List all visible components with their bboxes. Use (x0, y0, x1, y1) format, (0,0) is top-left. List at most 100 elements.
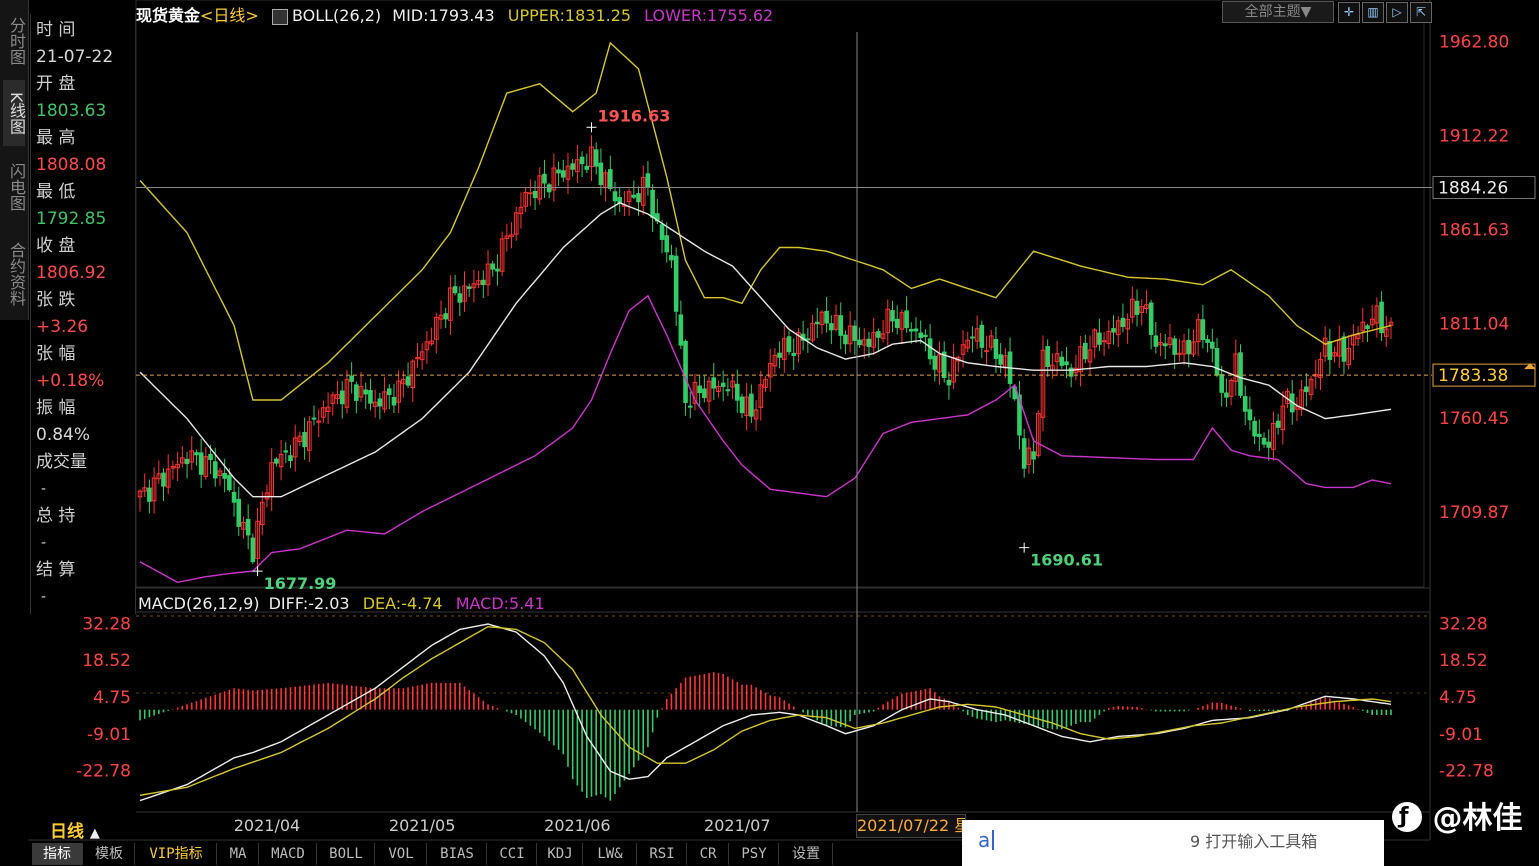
indicator-tab[interactable]: KDJ (538, 843, 583, 865)
candle-body (720, 382, 726, 387)
tab-flash[interactable]: 闪电图 (7, 163, 26, 211)
price-axis-label: 1811.04 (1439, 315, 1509, 335)
info-value: - (41, 589, 47, 605)
candle-body (998, 354, 1003, 365)
info-label: 收 盘 (36, 236, 76, 256)
candle-body (151, 477, 157, 502)
candle-body (1205, 339, 1210, 343)
candle-body (1228, 379, 1234, 397)
candle-body (734, 383, 740, 401)
candle-body (1115, 320, 1121, 336)
candle-body (894, 318, 900, 329)
candle-body (236, 498, 242, 527)
candle-body (297, 435, 303, 443)
candle-body (452, 286, 458, 294)
candle-body (1026, 447, 1032, 465)
candle-body (739, 396, 745, 414)
candle-body (283, 450, 289, 453)
candle-body (518, 206, 524, 215)
candle-body (758, 384, 764, 408)
candle-body (796, 332, 801, 355)
candle-body (584, 165, 590, 170)
candles (137, 135, 1394, 573)
indicator-tab[interactable]: 模板 (84, 843, 135, 865)
candle-body (466, 286, 472, 289)
candle-body (946, 379, 952, 386)
candle-body (1021, 438, 1027, 469)
candle-body (767, 363, 773, 378)
indicator-tab[interactable]: MA (218, 843, 259, 865)
candle-body (593, 149, 599, 167)
candle-body (513, 212, 519, 235)
candle-body (415, 356, 420, 360)
indicator-tab[interactable]: VIP指标 (136, 843, 217, 865)
candle-body (988, 335, 994, 348)
indicator-tab[interactable]: VOL (376, 843, 427, 865)
play-icon[interactable]: ▷ (1386, 2, 1408, 23)
candle-body (970, 336, 975, 339)
indicator-tab[interactable]: BOLL (318, 843, 375, 865)
indicator-tab[interactable]: RSI (638, 843, 687, 865)
candle-body (1139, 306, 1145, 313)
info-label: 最 高 (36, 128, 76, 148)
bar-chart-icon[interactable]: ▥ (1362, 2, 1384, 23)
tab-contract-info[interactable]: 合约资料 (7, 242, 26, 306)
indicator-tab[interactable]: LW& (584, 843, 637, 865)
theme-dropdown[interactable]: 全部主题▼ (1222, 1, 1334, 23)
candle-body (1280, 405, 1286, 431)
candle-body (1106, 330, 1112, 345)
indicator-tab[interactable]: 设置 (780, 843, 833, 865)
candle-body (1209, 341, 1215, 349)
crosshair-icon[interactable]: ✛ (1338, 2, 1360, 23)
candle-body (730, 380, 735, 388)
candle-body (777, 352, 782, 358)
candle-body (871, 332, 876, 348)
candle-body (744, 396, 749, 417)
candle-body (288, 455, 293, 462)
candle-body (354, 384, 359, 401)
candle-body (1035, 413, 1041, 456)
macd-axis-label-right: 18.52 (1439, 651, 1488, 671)
info-value: +0.18% (36, 371, 105, 391)
indicator-tab[interactable]: CCI (488, 843, 537, 865)
candle-body (1054, 353, 1060, 363)
candle-body (259, 501, 265, 526)
ime-candidate[interactable]: 9 打开输入工具箱 (1190, 832, 1318, 851)
candle-body (608, 169, 613, 190)
export-icon[interactable]: ⇱ (1410, 2, 1432, 23)
ime-candidate-box[interactable]: a 9 打开输入工具箱 (962, 820, 1384, 866)
candle-body (1097, 332, 1102, 345)
candle-body (231, 491, 237, 503)
candle-body (443, 313, 448, 320)
extreme-label: 1916.63 (597, 106, 670, 125)
macd-axis-label-right: -22.78 (1439, 762, 1494, 782)
candle-body (1247, 409, 1253, 421)
watermark: ƒ @林佳 (1392, 793, 1522, 837)
indicator-tab[interactable]: 指标 (32, 843, 83, 865)
candle-body (843, 334, 848, 345)
candle-body (386, 388, 392, 396)
candle-body (575, 159, 580, 173)
indicator-tab[interactable]: MACD (260, 843, 317, 865)
candle-body (1195, 319, 1201, 343)
info-label: 成交量 (36, 452, 87, 472)
candle-body (424, 341, 430, 351)
candle-body (626, 191, 632, 203)
candle-body (678, 314, 684, 346)
boll-upper: UPPER:1831.25 (507, 6, 632, 25)
tab-timeshare[interactable]: 分时图 (7, 17, 26, 65)
indicator-tab[interactable]: BIAS (428, 843, 487, 865)
candle-body (706, 380, 712, 402)
indicator-tab[interactable]: PSY (730, 843, 779, 865)
info-label: 最 低 (36, 182, 76, 202)
candle-body (612, 191, 618, 202)
tab-kline[interactable]: K线图 (3, 80, 26, 146)
macd-header: MACD(26,12,9) DIFF:-2.03 DEA:-4.74 MACD:… (138, 594, 545, 613)
candle-body (307, 421, 312, 451)
period-selector[interactable]: 日线 ▲ (50, 817, 100, 842)
candle-body (1219, 374, 1224, 393)
candle-body (659, 224, 665, 240)
indicator-tab[interactable]: CR (688, 843, 729, 865)
candle-body (499, 238, 505, 272)
